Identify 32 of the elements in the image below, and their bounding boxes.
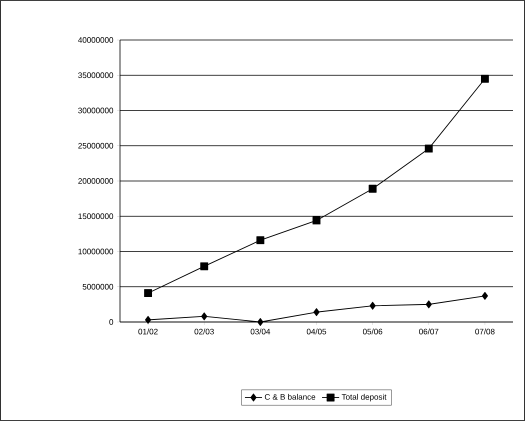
y-tick-label: 10000000	[78, 248, 114, 254]
point	[144, 289, 152, 298]
point	[312, 216, 320, 224]
point	[482, 292, 488, 300]
x-tick-label: 03/04	[250, 328, 270, 334]
point	[257, 318, 264, 326]
point	[368, 184, 377, 193]
point	[313, 308, 320, 316]
y-tick-label: 40000000	[78, 37, 114, 43]
y-tick-label: 15000000	[78, 213, 114, 220]
x-tick-label: 02/03	[194, 328, 214, 334]
point	[256, 236, 264, 244]
x-tick-label: 07/08	[475, 328, 495, 334]
x-tick-label: 01/02	[138, 328, 158, 334]
point	[370, 302, 376, 310]
point	[424, 144, 433, 153]
x-tick-label: 05/06	[362, 328, 382, 334]
point	[426, 300, 432, 308]
point	[200, 262, 208, 270]
y-tick-label: 5000000	[82, 284, 114, 290]
legend-label: Total deposit	[342, 394, 386, 402]
point	[201, 312, 208, 320]
point	[144, 316, 152, 324]
x-tick-label: 04/05	[306, 328, 326, 334]
y-tick-label: 0	[109, 319, 114, 325]
y-tick-label: 20000000	[78, 178, 114, 184]
y-tick-label: 35000000	[78, 72, 114, 78]
legend-label: C & B balance	[264, 394, 316, 400]
y-tick-label: 30000000	[78, 108, 114, 114]
y-tick-label: 25000000	[78, 142, 114, 149]
point	[480, 74, 489, 83]
x-tick-label: 06/07	[419, 328, 438, 334]
